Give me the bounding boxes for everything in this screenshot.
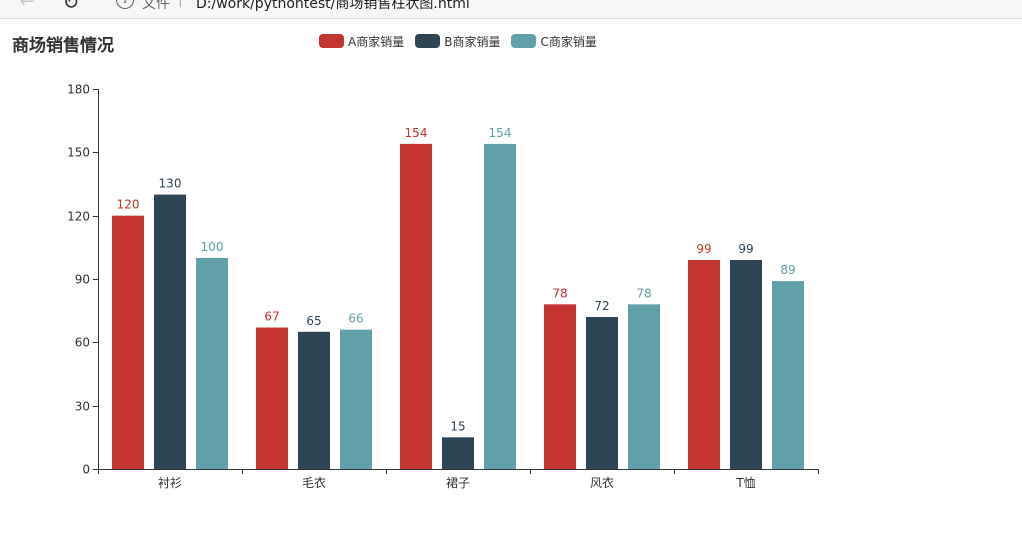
bar-value-label: 15 <box>450 419 465 433</box>
bar-value-label: 99 <box>738 242 753 256</box>
legend-item-a[interactable]: A商家销量 <box>319 33 404 50</box>
y-tick-label: 90 <box>75 273 90 287</box>
bar-value-label: 154 <box>405 126 428 140</box>
bar-value-label: 78 <box>552 286 567 300</box>
legend-label-a: A商家销量 <box>348 34 405 49</box>
address-scheme-label: 文件 <box>142 0 170 12</box>
bar-value-label: 100 <box>201 240 224 254</box>
bar-value-label: 130 <box>159 177 182 191</box>
x-tick-label: 裙子 <box>446 476 470 490</box>
legend-swatch-c <box>511 34 537 48</box>
bar <box>154 194 186 470</box>
y-tick-label: 0 <box>82 463 90 477</box>
bar <box>484 143 516 469</box>
bar <box>196 257 228 469</box>
address-separator: | <box>178 0 183 8</box>
bar <box>256 327 288 469</box>
bar <box>298 331 330 469</box>
bar-value-label: 67 <box>264 310 279 324</box>
y-tick-label: 60 <box>75 336 90 350</box>
bar <box>628 304 660 469</box>
legend-item-c[interactable]: C商家销量 <box>511 33 597 50</box>
legend-label-c: C商家销量 <box>540 34 597 49</box>
bar <box>772 281 804 469</box>
y-tick-label: 180 <box>67 83 90 97</box>
bar-value-label: 65 <box>306 314 321 328</box>
address-bar-url[interactable]: D:/work/pythontest/商场销售柱状图.html <box>196 0 470 12</box>
chart-legend: A商家销量 B商家销量 C商家销量 <box>319 32 608 50</box>
bar-value-label: 78 <box>636 286 651 300</box>
y-tick-label: 30 <box>75 400 90 414</box>
bar-value-label: 154 <box>489 126 512 140</box>
legend-item-b[interactable]: B商家销量 <box>415 33 500 50</box>
x-tick-label: T恤 <box>735 476 755 490</box>
bar <box>586 317 618 469</box>
legend-swatch-b <box>415 34 441 48</box>
bar <box>442 437 474 469</box>
legend-swatch-a <box>319 34 344 48</box>
bar-value-label: 66 <box>348 312 363 326</box>
bar <box>400 143 432 469</box>
reload-icon[interactable]: ↻ <box>62 0 80 14</box>
bar <box>730 260 762 469</box>
x-tick-label: 风衣 <box>590 475 614 490</box>
browser-toolbar: ← ↻ i 文件 | D:/work/pythontest/商场销售柱状图.ht… <box>0 0 1022 19</box>
bar-value-label: 99 <box>696 242 711 256</box>
y-tick-label: 150 <box>67 146 90 160</box>
chart-title: 商场销售情况 <box>12 36 114 56</box>
bar-value-label: 72 <box>594 299 609 313</box>
y-tick-label: 120 <box>67 210 90 224</box>
bar <box>688 260 720 469</box>
x-tick-label: 衬衫 <box>158 476 182 490</box>
back-arrow-icon[interactable]: ← <box>19 0 35 12</box>
legend-label-b: B商家销量 <box>444 34 501 49</box>
bar <box>340 329 372 469</box>
x-tick-label: 毛衣 <box>302 475 326 490</box>
bar-value-label: 120 <box>117 198 140 212</box>
bar-value-label: 89 <box>780 263 795 277</box>
bar <box>112 215 144 469</box>
bar <box>544 304 576 469</box>
